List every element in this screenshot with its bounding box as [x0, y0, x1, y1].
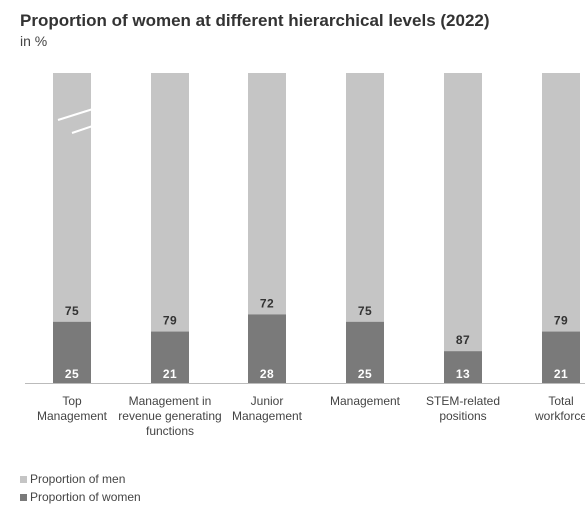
bar-women-3	[346, 321, 384, 383]
category-label-5-0: Total	[548, 394, 573, 408]
category-label-0-0: Top	[62, 394, 82, 408]
legend-label-men: Proportion of men	[30, 472, 126, 486]
category-label-5-1: workforce	[534, 409, 585, 423]
legend-item-women: Proportion of women	[20, 490, 141, 504]
bar-women-1	[151, 331, 189, 383]
data-label-women-2: 28	[260, 367, 274, 381]
category-label-2-1: Management	[232, 409, 303, 423]
axis-break-mark-1	[57, 97, 129, 121]
legend-swatch-women	[20, 493, 27, 501]
category-label-0-1: Management	[37, 409, 108, 423]
bar-women-0	[53, 321, 91, 383]
data-label-women-3: 25	[358, 367, 372, 381]
data-label-men-0: 75	[65, 304, 79, 318]
bar-women-5	[542, 331, 580, 383]
data-label-men-4: 87	[456, 333, 470, 347]
bar-men-0	[53, 73, 91, 322]
bar-men-1	[151, 73, 189, 332]
legend-item-men: Proportion of men	[20, 472, 125, 486]
category-label-4-0: STEM-related	[426, 394, 500, 408]
bar-men-5	[542, 73, 580, 332]
category-label-2-0: Junior	[251, 394, 284, 408]
bar-women-4	[444, 351, 482, 383]
data-label-women-4: 13	[456, 367, 470, 381]
legend-swatch-men	[20, 475, 27, 483]
data-label-women-5: 21	[554, 367, 568, 381]
data-label-men-1: 79	[163, 314, 177, 328]
legend-label-women: Proportion of women	[30, 490, 141, 504]
category-label-1-0: Management in	[129, 394, 212, 408]
data-label-men-2: 72	[260, 296, 274, 310]
axis-break-mark-2	[71, 113, 129, 134]
bar-men-2	[248, 73, 286, 315]
category-label-1-1: revenue generating	[118, 409, 221, 423]
data-label-men-3: 75	[358, 304, 372, 318]
chart-subtitle: in %	[20, 33, 48, 49]
category-label-3-0: Management	[330, 394, 401, 408]
category-label-1-2: functions	[146, 424, 194, 438]
bar-women-2	[248, 314, 286, 383]
chart-title: Proportion of women at different hierarc…	[20, 11, 490, 30]
data-label-men-5: 79	[554, 314, 568, 328]
bar-men-3	[346, 73, 384, 322]
category-label-4-1: positions	[439, 409, 486, 423]
data-label-women-1: 21	[163, 367, 177, 381]
data-label-women-0: 25	[65, 367, 79, 381]
bar-men-4	[444, 73, 482, 352]
